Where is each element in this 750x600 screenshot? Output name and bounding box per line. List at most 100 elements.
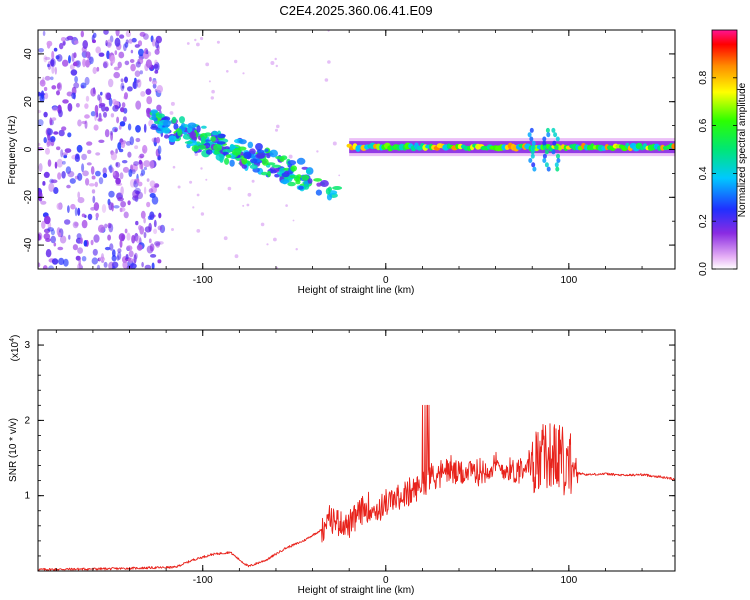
spectrogram-noise-cell — [77, 172, 83, 181]
spectrogram-noise-cell — [128, 38, 133, 44]
spectrogram-noise-cell — [143, 231, 147, 239]
spectrogram-noise-cell — [50, 76, 54, 81]
spectrogram-noise-cell — [275, 128, 278, 132]
spectrogram-noise-cell — [288, 154, 293, 159]
spectrogram-noise-cell — [82, 58, 86, 68]
spectrogram-noise-cell — [84, 103, 89, 109]
spectrogram-tone-cell — [255, 143, 263, 151]
spectrogram-panel: -100 0 100 -40 -20 0 20 40 Height of straight … — [7, 29, 676, 296]
spectrogram-noise-cell — [48, 182, 55, 192]
spectrogram-noise-cell — [88, 183, 95, 187]
spectrogram-tone-cell — [204, 132, 212, 137]
spectrogram-noise-cell — [143, 33, 149, 40]
spectrogram-noise-cell — [85, 95, 90, 102]
spectrogram-noise-cell — [170, 101, 175, 106]
spectrogram-noise-cell — [104, 106, 109, 112]
spectrogram-noise-cell — [119, 207, 123, 213]
spectrogram-noise-cell — [82, 170, 89, 177]
spectrogram-noise-cell — [43, 171, 50, 178]
spectrogram-noise-cell — [86, 141, 93, 146]
spectrogram-noise-cell — [196, 42, 200, 47]
spectrogram-noise-cell — [101, 253, 104, 261]
spectrogram-noise-cell — [61, 59, 69, 67]
spectrogram-noise-cell — [118, 51, 125, 59]
spectrogram-noise-cell — [120, 186, 124, 196]
spectrogram-noise-cell — [113, 71, 120, 79]
spectrogram-noise-cell — [95, 170, 101, 177]
spectrogram-noise-cell — [274, 57, 277, 61]
spectrogram-noise-cell — [92, 32, 97, 38]
spectrogram-noise-cell — [132, 189, 139, 199]
spectrogram-noise-cell — [58, 232, 61, 238]
spectrogram-noise-cell — [50, 235, 56, 244]
spectrogram-tone-cell — [213, 150, 220, 155]
spectrogram-x-ticks: -100 0 100 — [55, 30, 643, 286]
spectrogram-noise-cell — [127, 123, 132, 131]
spectrogram-tone-cell — [530, 149, 535, 155]
spectrogram-noise-cell — [125, 254, 129, 260]
spectrogram-noise-cell — [43, 137, 47, 144]
spectrogram-noise-cell — [186, 42, 190, 45]
colorbar-ticks: 0.0 0.2 0.4 0.6 0.8 — [698, 70, 737, 276]
spectrogram-noise-cell — [38, 142, 41, 147]
spectrogram-tone-cell — [260, 171, 269, 176]
spectrogram-noise-cell — [77, 197, 85, 204]
colorbar-tick-label: 0.8 — [698, 70, 709, 84]
spectrogram-noise-cell — [69, 178, 76, 184]
spectrogram-noise-cell — [74, 222, 79, 227]
spectrogram-noise-cell — [150, 254, 157, 258]
spectrogram-noise-cell — [47, 63, 50, 68]
spectrogram-tone-cell — [530, 153, 535, 159]
spectrogram-noise-cell — [67, 170, 75, 178]
spectrogram-noise-cell — [115, 161, 121, 168]
spectrogram-noise-cell — [64, 148, 72, 154]
y-tick-label: -20 — [23, 190, 34, 205]
spectrogram-noise-cell — [103, 261, 108, 268]
spectrogram-tone-cell — [241, 164, 248, 169]
spectrogram-noise-cell — [110, 113, 115, 118]
spectrogram-noise-cell — [53, 187, 59, 194]
spectrogram-noise-cell — [135, 125, 141, 133]
spectrogram-noise-cell — [80, 30, 85, 38]
spectrogram-noise-cell — [143, 186, 147, 195]
spectrogram-noise-cell — [189, 180, 193, 184]
spectrogram-noise-cell — [223, 236, 228, 241]
spectrogram-noise-cell — [95, 46, 101, 54]
spectrogram-noise-cell — [81, 219, 88, 229]
spectrogram-noise-cell — [113, 66, 120, 71]
spectrogram-noise-cell — [149, 180, 156, 188]
spectrogram-noise-cell — [56, 202, 62, 210]
spectrogram-noise-cell — [70, 203, 76, 210]
spectrogram-noise-cell — [139, 226, 145, 235]
spectrogram-noise-cell — [54, 66, 57, 75]
spectrogram-noise-cell — [108, 223, 114, 233]
spectrogram-noise-cell — [51, 117, 57, 121]
spectrogram-noise-cell — [122, 261, 128, 269]
spectrogram-noise-cell — [71, 52, 75, 62]
spectrogram-noise-cell — [62, 99, 69, 104]
spectrogram-noise-cell — [327, 60, 331, 64]
spectrogram-noise-cell — [119, 34, 125, 39]
snr-y-ticks: 1 2 3 — [24, 340, 675, 557]
spectrogram-noise-cell — [91, 257, 99, 265]
spectrogram-noise-cell — [91, 175, 96, 180]
spectrogram-noise-cell — [85, 59, 90, 68]
spectrogram-noise-cell — [81, 256, 87, 262]
spectrogram-noise-cell — [65, 166, 72, 175]
spectrogram-tone-cell — [213, 143, 222, 152]
spectrogram-tone-cell — [275, 156, 283, 160]
spectrogram-tone-cell — [229, 159, 235, 167]
spectrogram-noise-cell — [103, 30, 109, 35]
spectrogram-noise-cell — [124, 60, 130, 66]
spectrogram-noise-cell — [44, 92, 49, 100]
spectrogram-noise-cell — [140, 173, 144, 177]
spectrogram-noise-cell — [108, 201, 113, 211]
spectrogram-tone-cell — [247, 141, 254, 149]
spectrogram-noise-cell — [66, 35, 74, 41]
spectrogram-noise-cell — [111, 265, 116, 269]
spectrogram-noise-cell — [77, 247, 83, 254]
spectrogram-noise-cell — [68, 234, 71, 240]
spectrogram-noise-cell — [45, 238, 51, 242]
spectrogram-tone-cell — [289, 175, 300, 179]
spectrogram-tone-cell — [205, 149, 213, 155]
